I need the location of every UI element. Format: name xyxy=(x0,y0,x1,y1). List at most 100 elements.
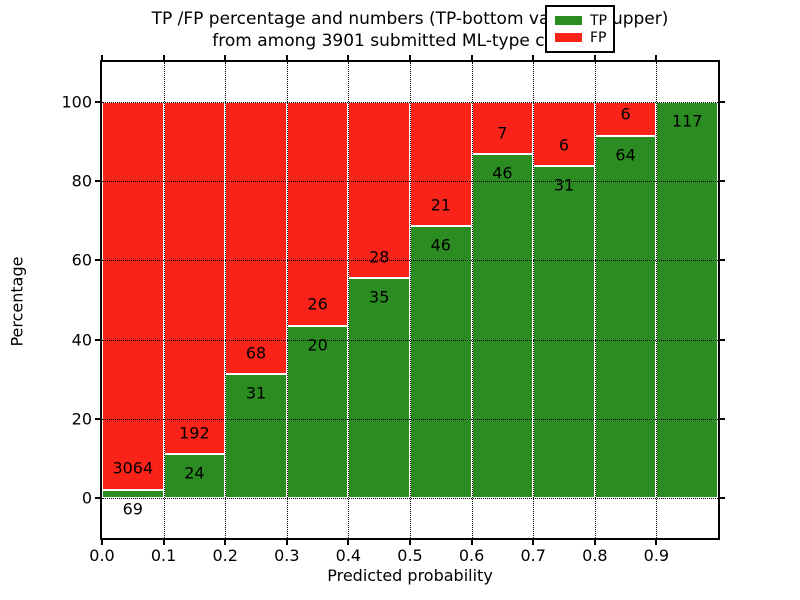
x-tick-mark-bottom xyxy=(655,540,658,545)
x-gridline xyxy=(471,62,473,538)
x-tick-label: 0.8 xyxy=(582,546,608,565)
bar-segment-fp xyxy=(286,101,349,326)
bar-segment-fp xyxy=(225,101,287,375)
fp-count-label: 7 xyxy=(497,123,508,143)
y-tick-mark-left xyxy=(95,100,100,103)
legend-item: FP xyxy=(555,29,607,46)
x-tick-mark-top xyxy=(532,55,535,60)
fp-count-label: 68 xyxy=(245,343,267,363)
y-tick-mark-right xyxy=(720,100,725,103)
x-tick-mark-top xyxy=(593,55,596,60)
y-tick-label: 80 xyxy=(71,171,92,191)
chart-title-line1: TP /FP percentage and numbers (TP-bottom… xyxy=(151,9,669,29)
fp-count-label: 28 xyxy=(369,247,390,267)
bar-segment-tp xyxy=(410,225,472,499)
tp-count-label: 31 xyxy=(553,175,575,195)
y-tick-mark-right xyxy=(720,180,725,182)
tp-count-label: 24 xyxy=(184,463,205,483)
x-tick-mark-top xyxy=(470,55,473,60)
tp-count-label: 64 xyxy=(615,145,636,165)
bar-segment-fp xyxy=(102,101,164,490)
x-tick-mark-bottom xyxy=(224,540,227,545)
y-tick-label: 100 xyxy=(61,92,92,112)
x-tick-mark-top xyxy=(162,55,165,60)
x-gridline xyxy=(410,62,411,538)
x-tick-mark-bottom xyxy=(532,540,535,545)
x-tick-mark-top xyxy=(285,55,288,60)
bar-segment-fp xyxy=(533,101,595,166)
x-tick-mark-bottom xyxy=(347,540,350,545)
fp-count-label: 6 xyxy=(558,135,570,155)
x-tick-mark-bottom xyxy=(470,540,473,545)
tp-legend-swatch xyxy=(555,16,582,25)
legend-label: TP xyxy=(590,12,607,29)
x-tick-label: 0.2 xyxy=(212,546,238,565)
x-gridline xyxy=(225,62,227,538)
bar-segment-tp xyxy=(102,489,164,499)
bar-segment-fp xyxy=(348,101,410,278)
y-tick-mark-right xyxy=(720,259,725,262)
bar-segment-fp xyxy=(163,101,226,455)
y-tick-mark-left xyxy=(95,259,100,262)
fp-count-label: 26 xyxy=(307,294,328,314)
y-tick-mark-right xyxy=(720,497,725,500)
x-tick-label: 0.5 xyxy=(397,546,423,565)
x-tick-mark-top xyxy=(347,55,350,60)
x-tick-mark-top xyxy=(224,55,227,60)
x-tick-mark-bottom xyxy=(285,540,288,545)
tp-count-label: 46 xyxy=(492,163,513,183)
x-gridline xyxy=(656,62,658,538)
legend-label: FP xyxy=(590,29,607,46)
x-gridline xyxy=(163,62,165,538)
x-tick-mark-bottom xyxy=(101,540,103,545)
x-tick-label: 0.9 xyxy=(643,546,670,565)
x-tick-mark-bottom xyxy=(162,540,165,545)
y-tick-mark-right xyxy=(720,418,725,420)
y-tick-mark-left xyxy=(95,497,100,500)
bar-segment-tp xyxy=(348,277,410,499)
x-tick-label: 0.0 xyxy=(89,546,115,565)
tp-count-label: 35 xyxy=(369,287,390,307)
fp-legend-swatch xyxy=(555,33,582,42)
bar-segment-tp xyxy=(163,454,226,499)
fp-count-label: 21 xyxy=(430,195,451,215)
x-tick-mark-bottom xyxy=(409,540,411,545)
fp-count-label: 3064 xyxy=(112,458,154,478)
x-tick-label: 0.1 xyxy=(150,546,177,565)
plot-area: 69 3064 24 192 31 68 20 26 35 28 46 21 46 7 31 6 64 6 117 xyxy=(100,60,720,540)
x-tick-mark-bottom xyxy=(593,540,596,545)
tp-count-label: 69 xyxy=(122,499,143,519)
y-tick-mark-right xyxy=(720,338,725,341)
fp-count-label: 6 xyxy=(620,104,631,124)
bar-segment-tp xyxy=(594,135,657,499)
fp-count-label: 192 xyxy=(179,423,210,443)
tp-count-label: 31 xyxy=(245,383,267,403)
x-tick-label: 0.4 xyxy=(335,546,362,565)
bar-segment-tp xyxy=(533,165,595,499)
x-gridline xyxy=(348,62,350,538)
y-axis-label: Percentage xyxy=(7,256,27,347)
bar-segment-tp xyxy=(225,374,287,499)
y-tick-mark-left xyxy=(95,338,100,341)
y-tick-mark-left xyxy=(95,180,100,182)
bar-segment-tp xyxy=(471,154,534,499)
chart-title-line2: from among 3901 submitted ML-type contac… xyxy=(212,31,608,51)
x-tick-label: 0.3 xyxy=(274,546,300,565)
x-gridline xyxy=(533,62,535,538)
y-tick-label: 0 xyxy=(81,488,92,508)
x-gridline xyxy=(594,62,596,538)
x-tick-mark-top xyxy=(409,55,411,60)
x-axis-label: Predicted probability xyxy=(327,566,493,585)
x-tick-mark-top xyxy=(101,55,103,60)
legend: TP FP xyxy=(545,5,615,53)
x-tick-label: 0.6 xyxy=(458,546,485,565)
x-tick-mark-top xyxy=(655,55,658,60)
x-tick-label: 0.7 xyxy=(520,546,546,565)
bar-segment-tp xyxy=(656,101,718,499)
y-tick-label: 20 xyxy=(71,409,92,429)
tp-count-label: 46 xyxy=(430,235,451,255)
tp-count-label: 20 xyxy=(307,335,328,355)
tp-count-label: 117 xyxy=(671,111,703,131)
x-gridline xyxy=(286,62,288,538)
